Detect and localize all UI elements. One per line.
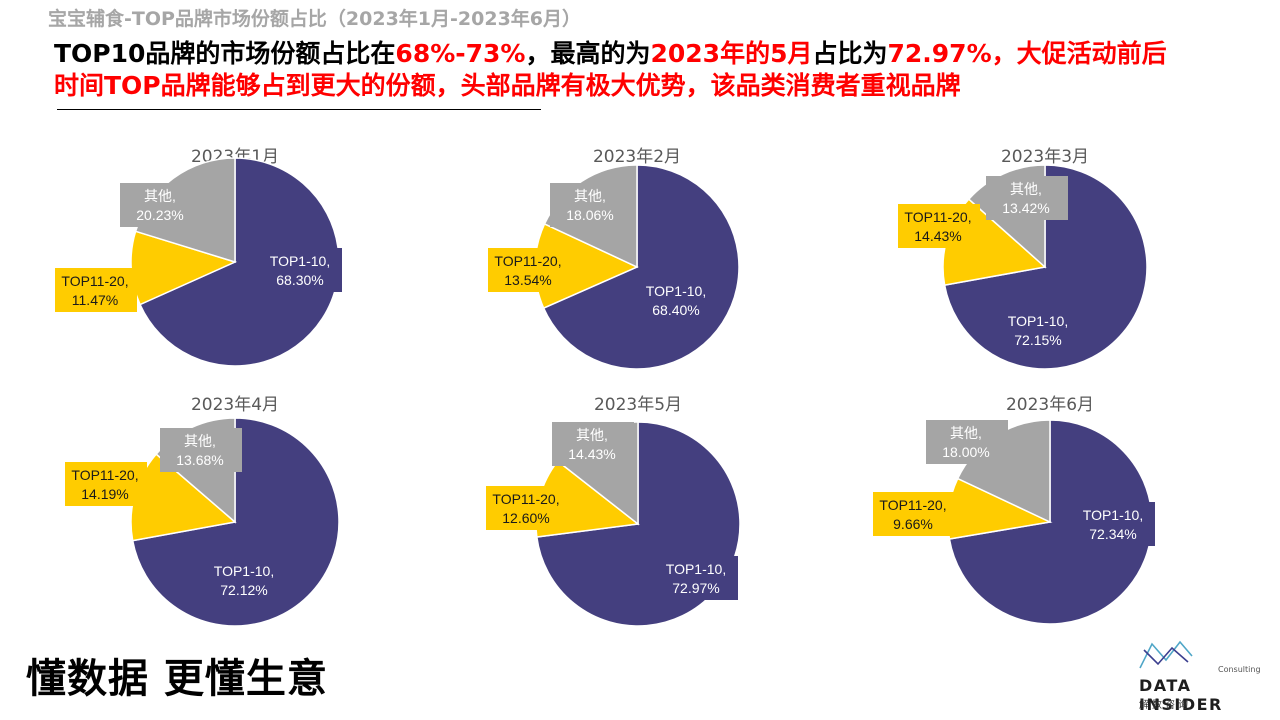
label-box bbox=[926, 420, 1008, 464]
label-top11-20-value: 12.60% bbox=[502, 510, 549, 526]
label-other: 其他, bbox=[184, 433, 216, 449]
label-top11-20-value: 13.54% bbox=[504, 272, 551, 288]
label-top11-20: TOP11-20, bbox=[492, 491, 559, 507]
headline-part: TOP10品牌的市场份额占比在 bbox=[54, 39, 396, 68]
headline-part: 占比为 bbox=[812, 39, 888, 68]
pie-svg: 2023年4月 TOP1-10, 72.12% TOP11-20, 14.19% 其他, 1… bbox=[65, 395, 340, 627]
label-box bbox=[204, 558, 286, 602]
label-top1-10-value: 72.34% bbox=[1089, 526, 1136, 542]
label-top1-10: TOP1-10, bbox=[214, 563, 274, 579]
label-other: 其他, bbox=[576, 427, 608, 443]
headline-part: 2023年的5月 bbox=[650, 39, 813, 68]
headline-underline bbox=[57, 109, 541, 110]
label-top11-20-value: 14.43% bbox=[914, 228, 961, 244]
pie-svg: 2023年6月 TOP1-10, 72.34% TOP11-20, 9.66% 其他, 18… bbox=[873, 395, 1155, 625]
label-top11-20: TOP11-20, bbox=[494, 253, 561, 269]
label-other-value: 13.42% bbox=[1002, 200, 1049, 216]
label-top11-20: TOP11-20, bbox=[904, 209, 971, 225]
pie-title: 2023年6月 bbox=[1006, 395, 1094, 415]
label-top1-10-value: 72.97% bbox=[672, 580, 719, 596]
pie-chart-may: 2023年5月 TOP1-10, 72.97% TOP11-20, 12.60% 其他, 1… bbox=[460, 388, 760, 638]
label-top11-20: TOP11-20, bbox=[879, 497, 946, 513]
label-box bbox=[998, 308, 1080, 352]
label-box bbox=[898, 204, 980, 248]
label-other: 其他, bbox=[950, 425, 982, 441]
pie-chart-mar: 2023年3月 TOP1-10, 72.15% TOP11-20, 14.43% 其他, 1… bbox=[868, 140, 1168, 390]
logo-tagline: Consulting bbox=[1218, 665, 1261, 674]
pie-chart-jan: 2023年1月 TOP1-10, 68.30% TOP11-20, 11.47% 其他, 2… bbox=[50, 140, 350, 390]
pie-title: 2023年2月 bbox=[593, 147, 681, 167]
label-box bbox=[656, 556, 738, 600]
label-top1-10: TOP1-10, bbox=[666, 561, 726, 577]
slogan: 懂数据 更懂生意 bbox=[26, 656, 328, 702]
headline: TOP10品牌的市场份额占比在68%-73%，最高的为2023年的5月占比为72… bbox=[54, 38, 1174, 102]
pie-svg: 2023年2月 TOP1-10, 68.40% TOP11-20, 13.54% 其他, 1… bbox=[488, 147, 740, 370]
pie-title: 2023年5月 bbox=[594, 395, 682, 415]
label-top11-20: TOP11-20, bbox=[71, 467, 138, 483]
label-top1-10-value: 72.15% bbox=[1014, 332, 1061, 348]
label-top1-10-value: 72.12% bbox=[220, 582, 267, 598]
logo-cn-name: 解数咨询 bbox=[1139, 700, 1191, 711]
label-box bbox=[65, 462, 147, 506]
label-other: 其他, bbox=[574, 188, 606, 204]
pie-chart-jun: 2023年6月 TOP1-10, 72.34% TOP11-20, 9.66% 其他, 18… bbox=[868, 388, 1168, 638]
label-other-value: 13.68% bbox=[176, 452, 223, 468]
label-top11-20: TOP11-20, bbox=[61, 273, 128, 289]
pie-svg: 2023年3月 TOP1-10, 72.15% TOP11-20, 14.43% 其他, 1… bbox=[898, 147, 1148, 370]
label-top1-10: TOP1-10, bbox=[270, 253, 330, 269]
logo-wordmark: DATA INSIDER bbox=[1139, 676, 1223, 714]
headline-part: 72.97%，大促活动前后时间TOP品牌能够占到更大的份额，头部品牌有极大优势，… bbox=[54, 39, 1167, 100]
pie-chart-apr: 2023年4月 TOP1-10, 72.12% TOP11-20, 14.19% 其他, 1… bbox=[50, 388, 350, 638]
headline-part: ，最高的为 bbox=[525, 39, 651, 68]
label-top1-10: TOP1-10, bbox=[646, 283, 706, 299]
label-top1-10-value: 68.30% bbox=[276, 272, 323, 288]
label-top11-20-value: 9.66% bbox=[893, 516, 933, 532]
label-top1-10-value: 68.40% bbox=[652, 302, 699, 318]
label-top11-20-value: 11.47% bbox=[72, 292, 118, 308]
label-box bbox=[636, 278, 718, 322]
logo-mark-icon bbox=[1139, 640, 1193, 669]
slice-top1-10 bbox=[139, 157, 340, 367]
label-box bbox=[160, 428, 242, 472]
label-box bbox=[55, 268, 137, 312]
label-other-value: 18.06% bbox=[566, 207, 613, 223]
label-box bbox=[260, 248, 342, 292]
label-other-value: 18.00% bbox=[942, 444, 989, 460]
label-box bbox=[120, 183, 202, 227]
pie-title: 2023年3月 bbox=[1001, 147, 1089, 167]
label-top11-20-value: 14.19% bbox=[81, 486, 128, 502]
label-box bbox=[488, 248, 570, 292]
headline-part: 68%-73% bbox=[395, 39, 526, 68]
pie-svg: 2023年5月 TOP1-10, 72.97% TOP11-20, 12.60% 其他, 1… bbox=[486, 395, 741, 627]
pie-title: 2023年4月 bbox=[191, 395, 279, 415]
label-other: 其他, bbox=[144, 188, 176, 204]
company-logo: Consulting DATA INSIDER 解数咨询 bbox=[1134, 636, 1264, 714]
page-subtitle: 宝宝辅食-TOP品牌市场份额占比（2023年1月-2023年6月） bbox=[48, 8, 582, 30]
label-other-value: 14.43% bbox=[568, 446, 615, 462]
label-box bbox=[552, 422, 634, 466]
label-box bbox=[986, 176, 1068, 220]
pie-chart-feb: 2023年2月 TOP1-10, 68.40% TOP11-20, 13.54% 其他, 1… bbox=[460, 140, 760, 390]
pie-svg: 2023年1月TOP1-10,68.30%TOP11-20,11.47%其他,2… bbox=[55, 147, 342, 367]
label-box bbox=[486, 486, 568, 530]
label-top1-10: TOP1-10, bbox=[1008, 313, 1068, 329]
label-box bbox=[1073, 502, 1155, 546]
label-box bbox=[550, 183, 632, 227]
label-other-value: 20.23% bbox=[136, 207, 183, 223]
label-top1-10: TOP1-10, bbox=[1083, 507, 1143, 523]
label-other: 其他, bbox=[1010, 181, 1042, 197]
label-box bbox=[873, 492, 955, 536]
